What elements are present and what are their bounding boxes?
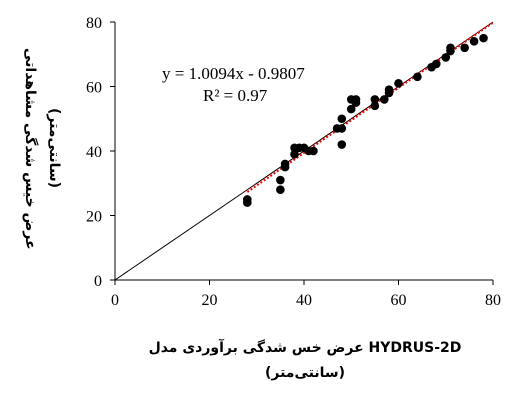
axes-group [110, 21, 494, 285]
data-point [469, 37, 479, 46]
data-point [446, 43, 455, 53]
x-tick-label: 60 [391, 292, 407, 309]
y-tick-label: 0 [94, 273, 102, 290]
x-tick-label: 40 [296, 292, 312, 309]
data-point [460, 43, 469, 53]
data-point [370, 95, 380, 104]
data-point [290, 149, 299, 159]
data-point [276, 175, 285, 185]
data-point [337, 114, 347, 124]
data-point [351, 95, 361, 104]
y-axis-unit-label: (سانتی‌متر) [46, 107, 62, 189]
regression-equation: y = 1.0094x - 0.9807 [162, 64, 305, 83]
y-tick-label: 20 [86, 209, 102, 226]
data-point [309, 146, 318, 156]
y-tick-label: 80 [86, 15, 102, 32]
data-point [337, 140, 347, 149]
data-point [346, 104, 356, 114]
data-point [441, 53, 451, 62]
data-point [413, 72, 422, 82]
x-axis-label: عرض خس شدگی برآوردی مدل HYDRUS-2D [148, 340, 462, 356]
tick-labels-group: 0 20 40 60 80 0 20 40 60 80 [86, 15, 501, 309]
data-point [380, 95, 389, 104]
data-point [337, 124, 347, 133]
data-point [432, 59, 441, 69]
data-point [479, 33, 488, 43]
points-group [243, 33, 488, 207]
data-point [370, 101, 380, 111]
data-point [243, 195, 252, 204]
y-axis-label: عرض خیس شدگی مشاهداتی [22, 48, 38, 250]
x-axis-unit-label: (سانتی‌متر) [264, 365, 346, 381]
x-tick-label: 0 [111, 292, 119, 309]
data-point [394, 78, 403, 88]
data-point [280, 159, 290, 169]
r-squared-label: R² = 0.97 [203, 86, 268, 105]
y-tick-label: 60 [86, 80, 102, 97]
x-tick-label: 20 [202, 292, 218, 309]
data-point [384, 85, 394, 95]
data-point [276, 185, 285, 194]
x-tick-label: 80 [485, 292, 501, 309]
y-tick-label: 40 [86, 144, 102, 161]
